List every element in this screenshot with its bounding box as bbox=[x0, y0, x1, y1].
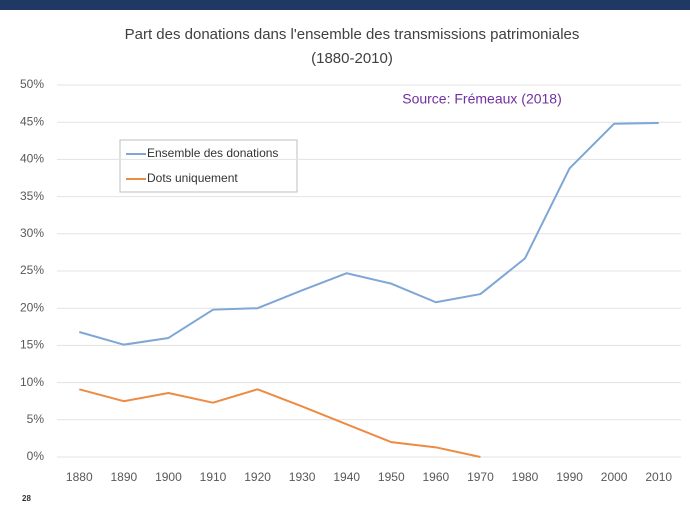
page-number: 28 bbox=[22, 494, 31, 503]
x-tick-label: 1910 bbox=[200, 470, 227, 484]
x-tick-label: 1880 bbox=[66, 470, 93, 484]
legend-label: Dots uniquement bbox=[147, 171, 238, 185]
chart-title: Part des donations dans l'ensemble des t… bbox=[125, 26, 580, 43]
x-tick-label: 1950 bbox=[378, 470, 405, 484]
x-tick-label: 1990 bbox=[556, 470, 583, 484]
y-tick-label: 45% bbox=[20, 114, 44, 128]
x-tick-label: 1930 bbox=[289, 470, 316, 484]
line-series bbox=[79, 121, 659, 346]
x-tick-label: 2010 bbox=[645, 470, 672, 484]
y-tick-label: 10% bbox=[20, 375, 44, 389]
line-series bbox=[79, 388, 481, 458]
y-tick-label: 40% bbox=[20, 152, 44, 166]
y-tick-label: 25% bbox=[20, 263, 44, 277]
y-tick-label: 35% bbox=[20, 189, 44, 203]
y-tick-label: 50% bbox=[20, 77, 44, 91]
x-tick-label: 2000 bbox=[601, 470, 628, 484]
chart-subtitle: (1880-2010) bbox=[311, 50, 393, 67]
x-tick-label: 1900 bbox=[155, 470, 182, 484]
legend-box bbox=[119, 139, 298, 193]
y-tick-label: 0% bbox=[27, 449, 45, 463]
x-tick-label: 1920 bbox=[244, 470, 271, 484]
legend-label: Ensemble des donations bbox=[147, 146, 278, 160]
source-annotation: Source: Frémeaux (2018) bbox=[402, 91, 562, 107]
top-bar bbox=[0, 0, 690, 10]
x-tick-label: 1980 bbox=[512, 470, 539, 484]
y-tick-label: 15% bbox=[20, 338, 44, 352]
x-tick-label: 1970 bbox=[467, 470, 494, 484]
x-tick-label: 1960 bbox=[423, 470, 450, 484]
y-tick-label: 30% bbox=[20, 226, 44, 240]
y-tick-label: 20% bbox=[20, 300, 44, 314]
y-tick-label: 5% bbox=[27, 412, 45, 426]
x-tick-label: 1890 bbox=[111, 470, 138, 484]
x-tick-label: 1940 bbox=[333, 470, 360, 484]
